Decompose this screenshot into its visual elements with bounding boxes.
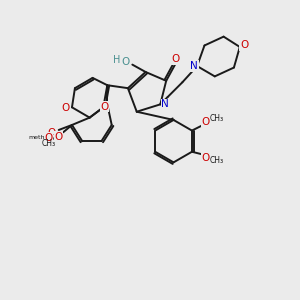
Text: CH₃: CH₃ bbox=[210, 114, 224, 123]
Text: H: H bbox=[113, 55, 121, 64]
Text: O: O bbox=[48, 128, 56, 138]
Text: methoxy: methoxy bbox=[29, 135, 56, 140]
Text: O: O bbox=[122, 57, 130, 67]
Text: O: O bbox=[171, 54, 179, 64]
Text: O: O bbox=[240, 40, 248, 50]
Text: CH₃: CH₃ bbox=[41, 139, 56, 148]
Text: O: O bbox=[44, 133, 52, 142]
Text: O: O bbox=[202, 117, 210, 127]
Text: O: O bbox=[202, 153, 210, 163]
Text: O: O bbox=[100, 102, 109, 112]
Text: N: N bbox=[190, 61, 198, 71]
Text: CH₃: CH₃ bbox=[210, 156, 224, 165]
Text: N: N bbox=[161, 99, 169, 110]
Text: O: O bbox=[55, 132, 63, 142]
Text: O: O bbox=[61, 103, 70, 113]
